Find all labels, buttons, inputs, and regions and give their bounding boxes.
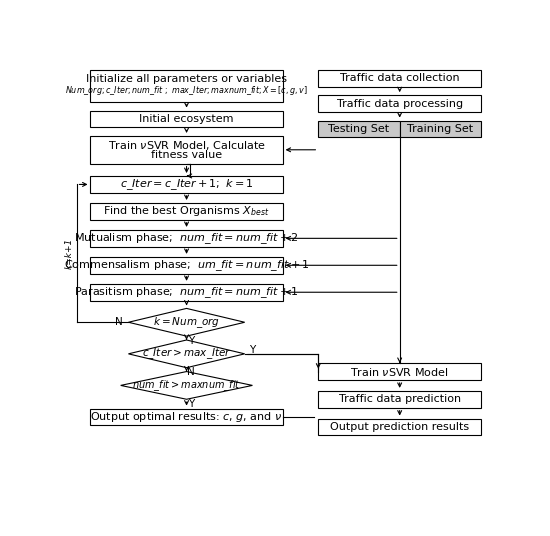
Text: Y: Y [188,336,194,346]
Bar [90,284,283,301]
Text: Commensalism phase;  $um\_fit=num\_fit+1$: Commensalism phase; $um\_fit=num\_fit+1$ [64,258,309,273]
Bar [318,70,481,87]
Text: Y: Y [188,399,194,409]
Text: Train $\nu$SVR Model: Train $\nu$SVR Model [350,366,449,377]
Text: Output prediction results: Output prediction results [330,422,469,432]
Bar [90,257,283,274]
Text: $c\_Iter > max\_Iter$: $c\_Iter > max\_Iter$ [142,346,232,361]
Text: Traffic data prediction: Traffic data prediction [339,394,461,404]
Text: Train $\nu$SVR Model, Calculate: Train $\nu$SVR Model, Calculate [108,139,266,152]
Text: Training Set: Training Set [408,124,474,134]
Text: N: N [188,367,195,377]
Bar [318,95,481,112]
Text: Initial ecosystem: Initial ecosystem [139,114,234,124]
Text: $k = Num\_org$: $k = Num\_org$ [153,315,220,330]
Text: Parasitism phase;  $num\_fit=num\_fit+1$: Parasitism phase; $num\_fit=num\_fit+1$ [74,285,299,300]
Text: Find the best Organisms $X_{best}$: Find the best Organisms $X_{best}$ [103,204,270,218]
Bar [90,203,283,220]
Bar [318,391,481,408]
Bar [318,419,481,435]
Text: Output optimal results: $c$, $g$, and $\nu$: Output optimal results: $c$, $g$, and $\… [90,410,283,424]
Text: Initialize all parameters or variables: Initialize all parameters or variables [86,74,287,84]
Bar [318,363,481,380]
Bar [90,136,283,163]
Bar [400,121,481,137]
Text: fitness value: fitness value [151,150,222,160]
Bar [90,70,283,102]
Text: $Num\_org;c\_Iter; num\_fit\ ;\ max\_Iter; maxnum\_fit;X=[c, g, v]$: $Num\_org;c\_Iter; num\_fit\ ;\ max\_Ite… [65,84,308,97]
Text: Testing Set: Testing Set [328,124,389,134]
Polygon shape [129,308,245,336]
Text: N: N [116,317,123,327]
Bar [90,176,283,193]
Bar [318,121,400,137]
Bar [90,230,283,247]
Polygon shape [129,340,245,368]
Polygon shape [120,371,252,399]
Text: $num\_fit > maxnum\_fit$: $num\_fit > maxnum\_fit$ [132,378,241,393]
Text: Y: Y [249,345,256,355]
Text: $c\_Iter = c\_Iter + 1;\ k=1$: $c\_Iter = c\_Iter + 1;\ k=1$ [120,177,254,192]
Bar [90,110,283,128]
Text: Traffic data collection: Traffic data collection [340,73,459,83]
Bar [90,408,283,426]
Text: k=k+1: k=k+1 [65,238,74,269]
Text: Mutualism phase;  $num\_fit=num\_fit+2$: Mutualism phase; $num\_fit=num\_fit+2$ [74,231,299,245]
Text: Traffic data processing: Traffic data processing [337,99,463,109]
